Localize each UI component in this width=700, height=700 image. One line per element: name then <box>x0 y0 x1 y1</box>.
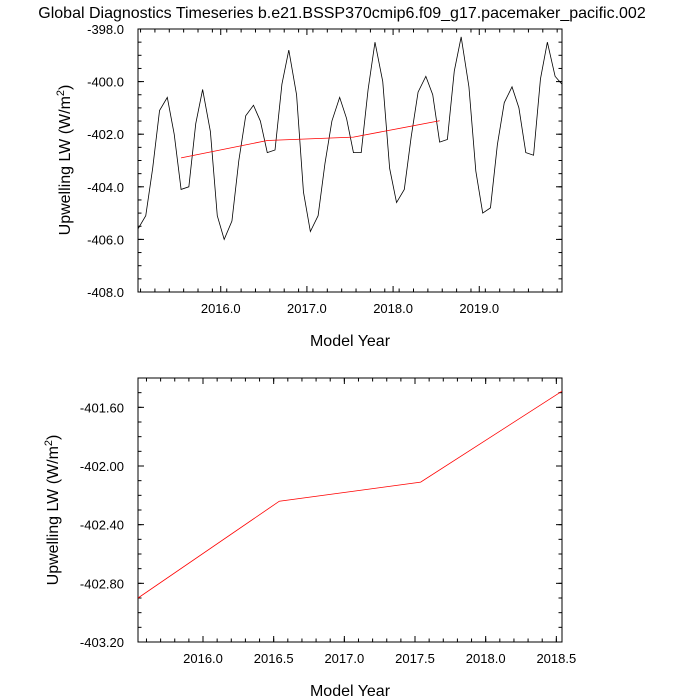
y-tick-label: -401.60 <box>80 400 124 415</box>
x-tick-label: 2018.5 <box>536 651 576 666</box>
x-tick-label: 2016.5 <box>254 651 294 666</box>
series-group <box>138 390 562 599</box>
plot-frame <box>137 377 563 643</box>
y-tick-label: -402.40 <box>80 518 124 533</box>
x-axis-label: Model Year <box>310 683 391 700</box>
y-axis-label: Upwelling LW (W/m2) <box>43 435 62 586</box>
y-axis-label-close: ) <box>45 435 62 440</box>
figure-title: Global Diagnostics Timeseries b.e21.BSSP… <box>38 5 646 22</box>
plot-frame <box>137 28 563 293</box>
y-tick-label: -402.00 <box>80 459 124 474</box>
x-tick-label: 2016.0 <box>183 651 223 666</box>
x-tick-label: 2017.0 <box>287 301 327 316</box>
y-tick-label: -408.0 <box>87 285 124 300</box>
y-tick-label: -402.0 <box>87 127 124 142</box>
y-tick-label: -402.80 <box>80 576 124 591</box>
x-tick-label: 2017.0 <box>324 651 364 666</box>
y-tick-label: -400.0 <box>87 75 124 90</box>
series-line-annual <box>181 120 440 159</box>
top-panel: 2016.0 2017.0 2018.0 2019.0 -408.0 -406.0 -404… <box>55 22 563 350</box>
x-tick-label: 2018.0 <box>466 651 506 666</box>
y-tick-label: -404.0 <box>87 180 124 195</box>
x-tick-label: 2019.0 <box>459 301 499 316</box>
x-tick-label: 2018.0 <box>373 301 413 316</box>
bottom-panel: 2016.0 2016.5 2017.0 2017.5 2018.0 2018.5 -403… <box>43 377 576 700</box>
y-axis-label-main: Upwelling LW (W/m <box>57 96 74 235</box>
y-axis-label-superscript: 2 <box>55 90 67 96</box>
y-axis-label-superscript: 2 <box>43 440 55 446</box>
y-axis-label-close: ) <box>57 85 74 90</box>
x-tick-label: 2016.0 <box>201 301 241 316</box>
x-tick-label: 2017.5 <box>395 651 435 666</box>
series-line-annual <box>138 390 562 599</box>
y-tick-label: -403.20 <box>80 635 124 650</box>
x-axis-label: Model Year <box>310 333 391 350</box>
y-tick-label: -406.0 <box>87 232 124 247</box>
y-axis-label: Upwelling LW (W/m2) <box>55 85 74 236</box>
y-tick-label: -398.0 <box>87 22 124 37</box>
y-axis-label-main: Upwelling LW (W/m <box>45 446 62 585</box>
series-group <box>138 36 562 241</box>
series-line-monthly <box>138 36 562 241</box>
